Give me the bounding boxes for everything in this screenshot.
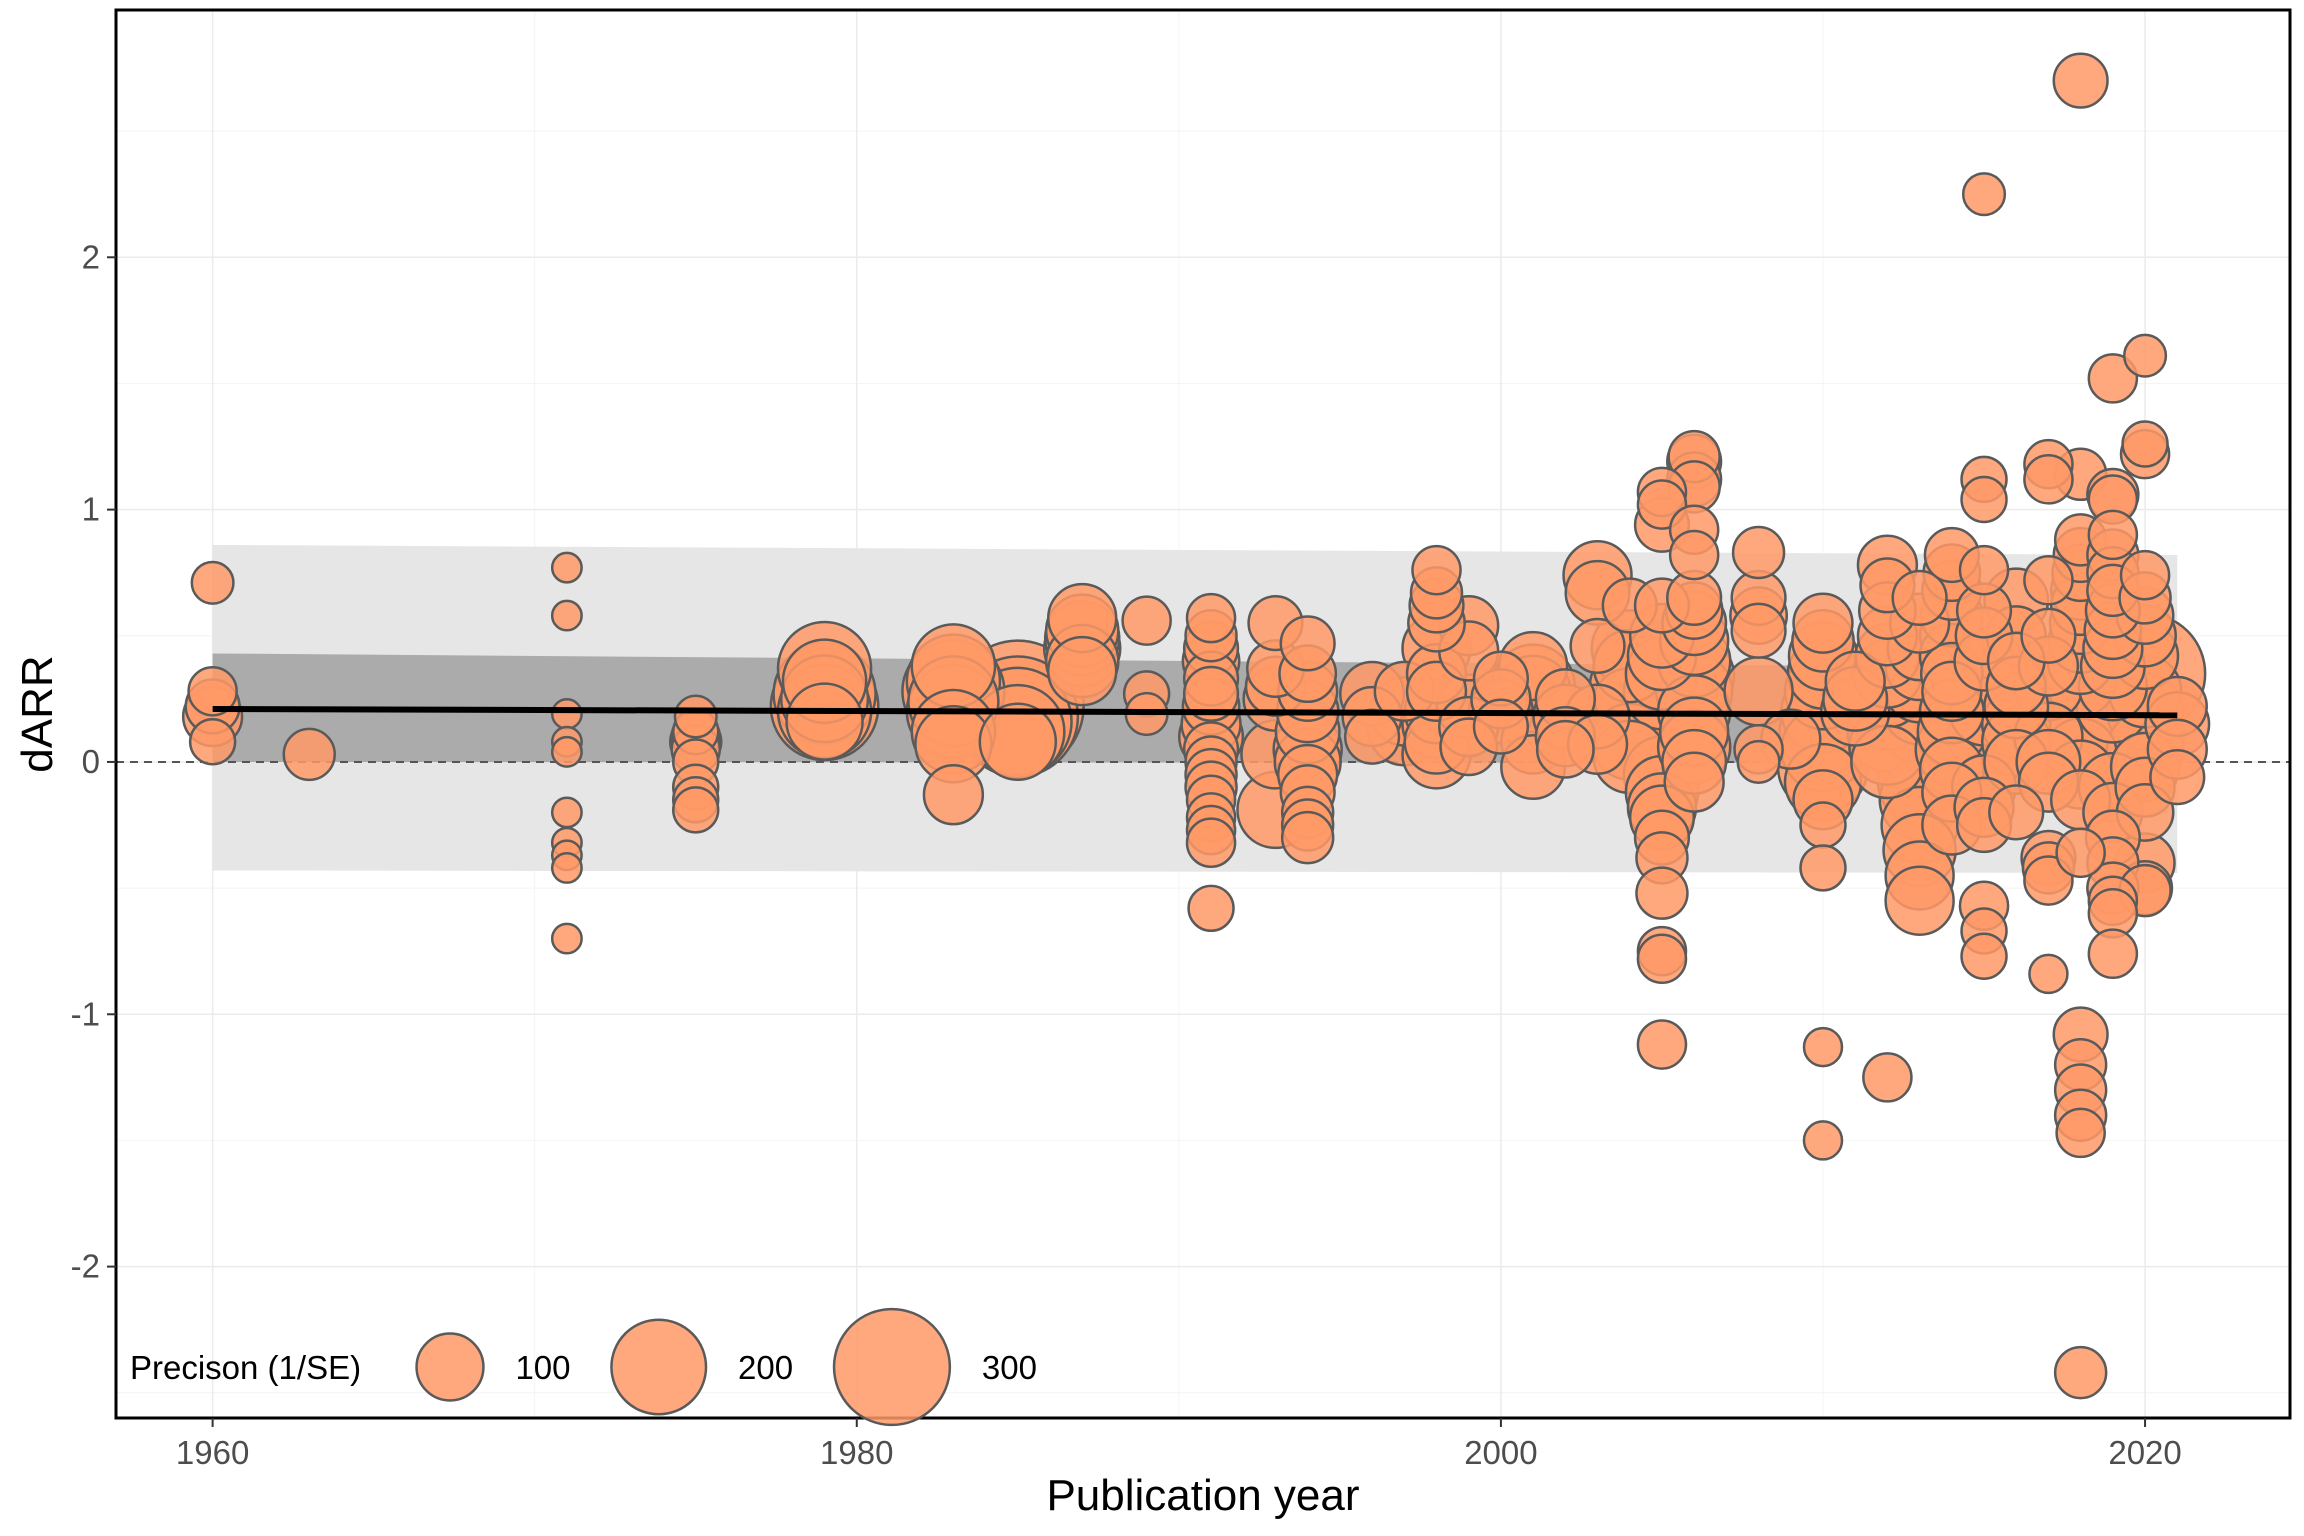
data-point bbox=[2087, 928, 2139, 979]
data-point bbox=[1884, 865, 1955, 936]
data-point bbox=[1472, 650, 1530, 707]
data-point bbox=[2123, 333, 2168, 378]
data-point bbox=[1279, 615, 1336, 672]
data-point bbox=[978, 702, 1058, 782]
data-point bbox=[1185, 817, 1237, 868]
data-point bbox=[785, 682, 864, 761]
x-tick-label: 1960 bbox=[176, 1434, 249, 1471]
data-point bbox=[1792, 592, 1854, 654]
legend-key-circle bbox=[832, 1307, 952, 1427]
data-point bbox=[2023, 454, 2074, 505]
data-point bbox=[2023, 855, 2074, 906]
data-point bbox=[1663, 751, 1725, 813]
legend-title: Precison (1/SE) bbox=[130, 1349, 361, 1386]
data-point bbox=[1730, 602, 1787, 659]
data-point bbox=[1636, 1019, 1688, 1070]
x-tick-label: 1980 bbox=[820, 1434, 893, 1471]
data-point bbox=[2121, 420, 2169, 468]
data-point bbox=[1731, 525, 1786, 580]
data-point bbox=[1891, 569, 1948, 627]
legend-key-circle bbox=[415, 1332, 485, 1402]
axis-ticks: 1960 1980 2000 2020 -2 -1 0 1 2 bbox=[71, 238, 2182, 1471]
y-tick-label: 0 bbox=[82, 743, 100, 780]
data-point bbox=[282, 727, 336, 782]
regression-line bbox=[212, 705, 2178, 719]
data-point bbox=[2020, 607, 2077, 664]
data-point bbox=[190, 560, 235, 605]
data-point bbox=[2149, 748, 2206, 806]
data-point bbox=[1802, 1120, 1844, 1161]
data-point bbox=[673, 694, 718, 739]
data-point bbox=[2055, 1107, 2106, 1159]
legend-entry-label: 100 bbox=[515, 1349, 570, 1386]
data-point bbox=[2119, 549, 2171, 601]
data-point bbox=[1121, 595, 1172, 646]
data-point bbox=[1960, 475, 2008, 524]
data-point bbox=[1958, 544, 2010, 596]
data-point bbox=[550, 735, 583, 768]
data-point bbox=[1736, 739, 1781, 785]
data-point bbox=[187, 666, 238, 717]
data-point bbox=[1799, 801, 1847, 849]
data-point bbox=[1185, 592, 1237, 644]
data-point bbox=[1799, 844, 1847, 892]
data-point bbox=[550, 796, 583, 829]
data-point bbox=[1635, 866, 1689, 920]
data-point bbox=[1411, 544, 1462, 596]
legend: Precison (1/SE) 100 200 300 bbox=[130, 1307, 1037, 1427]
legend-entry-label: 300 bbox=[982, 1349, 1037, 1386]
data-point bbox=[2087, 509, 2139, 561]
y-axis-title: dARR bbox=[13, 655, 62, 772]
data-point bbox=[1046, 635, 1118, 707]
data-point bbox=[550, 698, 583, 730]
data-point bbox=[1280, 810, 1335, 865]
data-point bbox=[1824, 650, 1886, 712]
data-point bbox=[1668, 529, 1720, 581]
x-tick-label: 2020 bbox=[2108, 1434, 2181, 1471]
data-point bbox=[2055, 827, 2106, 879]
data-point bbox=[550, 922, 583, 955]
data-point bbox=[2087, 353, 2139, 404]
data-point bbox=[550, 599, 583, 632]
data-point bbox=[1182, 665, 1240, 722]
legend-entry-label: 200 bbox=[738, 1349, 793, 1386]
data-point bbox=[1187, 884, 1235, 933]
data-point bbox=[550, 551, 583, 584]
data-point bbox=[2023, 554, 2074, 606]
y-tick-label: -1 bbox=[71, 995, 100, 1032]
y-tick-label: 1 bbox=[82, 491, 100, 528]
data-point bbox=[2028, 953, 2069, 995]
data-point bbox=[550, 851, 583, 884]
data-point bbox=[188, 718, 237, 766]
data-point bbox=[1472, 698, 1530, 755]
data-point bbox=[1988, 784, 2045, 841]
data-point bbox=[1802, 1026, 1844, 1068]
data-point bbox=[2052, 52, 2109, 109]
data-point bbox=[1343, 708, 1401, 765]
data-point bbox=[672, 786, 720, 834]
data-point bbox=[1961, 172, 2007, 217]
data-point bbox=[922, 764, 985, 826]
data-point bbox=[2053, 1345, 2108, 1400]
y-tick-label: -2 bbox=[71, 1248, 100, 1285]
data-point bbox=[1569, 617, 1626, 674]
data-point bbox=[1960, 932, 2008, 980]
data-point bbox=[1636, 933, 1688, 985]
legend-key-circle bbox=[610, 1318, 708, 1416]
data-point bbox=[1535, 719, 1595, 779]
y-tick-label: 2 bbox=[82, 238, 100, 275]
x-axis-title: Publication year bbox=[1046, 1471, 1359, 1520]
data-point bbox=[1862, 1052, 1913, 1103]
panel-border bbox=[114, 8, 2292, 1420]
x-tick-label: 2000 bbox=[1464, 1434, 1537, 1471]
